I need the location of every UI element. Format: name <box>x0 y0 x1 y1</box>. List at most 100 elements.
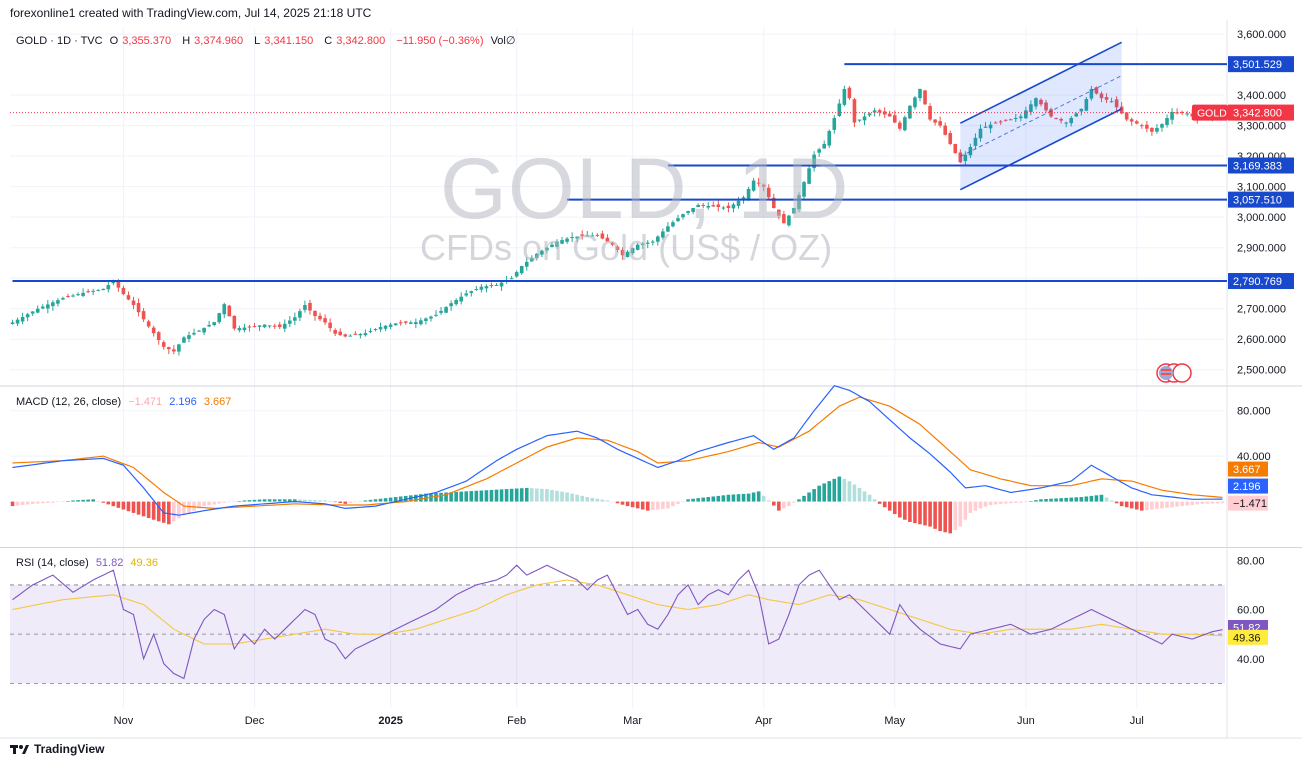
candle-body <box>983 126 988 128</box>
candle-body <box>630 248 635 254</box>
candle-body <box>570 237 574 239</box>
chart-canvas[interactable]: 3,600.0003,400.0003,300.0003,200.0003,10… <box>0 0 1302 740</box>
candle-body <box>550 244 554 248</box>
macd-histogram-bar <box>681 501 685 503</box>
macd-histogram-bar <box>913 501 917 524</box>
candle-body <box>928 106 932 120</box>
candle-body <box>192 332 196 335</box>
symbol-price-tag <box>1192 104 1228 121</box>
macd-histogram-bar <box>903 501 907 520</box>
candle-body <box>701 204 706 206</box>
level-price-label: 3,169.383 <box>1233 160 1282 172</box>
macd-histogram-bar <box>202 501 206 507</box>
candle-body <box>494 284 499 286</box>
candle-body <box>313 310 317 317</box>
rsi-value: 51.82 <box>95 557 124 569</box>
candle-body <box>827 130 832 146</box>
candle-body <box>615 246 620 250</box>
candle-body <box>625 251 630 258</box>
time-tick-label: Apr <box>755 715 772 727</box>
candle-body <box>464 293 469 296</box>
candle-body <box>1180 111 1184 113</box>
macd-histogram-bar <box>892 501 897 515</box>
candle-body <box>177 344 181 352</box>
candle-body <box>282 323 287 329</box>
level-price-tag <box>1228 56 1294 73</box>
rsi-tick-label: 40.00 <box>1237 654 1265 666</box>
economic-events-icon[interactable] <box>1154 362 1200 384</box>
symbol-label[interactable]: GOLD · 1D · TVC <box>16 35 103 47</box>
macd-histogram-bar <box>1084 496 1089 502</box>
candle-body <box>272 325 277 327</box>
macd-histogram-bar <box>464 491 469 502</box>
candle-body <box>1039 99 1043 105</box>
macd-histogram-bar <box>1029 501 1033 502</box>
candle-body <box>892 115 897 123</box>
candle-body <box>787 215 791 226</box>
level-price-label: 3,057.510 <box>1233 195 1282 207</box>
macd-histogram-bar <box>101 501 106 503</box>
macd-histogram-bar <box>565 492 569 502</box>
macd-histogram-bar <box>1160 501 1164 509</box>
macd-legend[interactable]: MACD (12, 26, close) −1.471 2.196 3.667 <box>16 396 235 408</box>
candle-body <box>590 235 595 237</box>
candle-body <box>726 205 731 209</box>
candle-body <box>378 327 383 330</box>
macd-histogram-bar <box>933 501 937 529</box>
candle-body <box>842 89 847 105</box>
macd-histogram-bar <box>197 501 201 509</box>
macd-histogram-bar <box>252 499 257 502</box>
macd-histogram-bar <box>822 483 827 502</box>
macd-histogram-bar <box>872 499 877 502</box>
macd-histogram-bar <box>504 489 509 502</box>
macd-histogram-bar <box>726 494 731 502</box>
candle-body <box>812 154 816 169</box>
macd-histogram-bar <box>313 500 317 502</box>
candle-body <box>46 304 50 309</box>
candle-body <box>908 105 912 119</box>
macd-histogram-bar <box>761 495 766 502</box>
candle-body <box>434 314 438 316</box>
macd-histogram-bar <box>817 485 821 502</box>
candle-body <box>782 214 786 224</box>
macd-histogram-bar <box>207 501 211 506</box>
macd-histogram-bar <box>96 501 101 502</box>
macd-histogram-bar <box>373 499 378 502</box>
channel-fill <box>960 42 1122 190</box>
macd-histogram-bar <box>802 495 806 502</box>
candle-body <box>333 330 337 334</box>
candle-body <box>761 184 766 187</box>
candle-body <box>1044 102 1048 111</box>
high-value: 3,374.960 <box>194 35 244 47</box>
candle-body <box>797 195 801 210</box>
candle-body <box>424 318 428 321</box>
candle-body <box>756 182 761 184</box>
macd-histogram-bar <box>998 501 1003 504</box>
rsi-ma-value-label: 49.36 <box>1233 632 1261 644</box>
macd-histogram-bar <box>923 501 927 526</box>
macd-histogram-bar <box>545 489 549 502</box>
candle-body <box>363 333 368 336</box>
pane-borders <box>0 20 1302 739</box>
candle-body <box>252 326 257 328</box>
rsi-legend[interactable]: RSI (14, close) 51.82 49.36 <box>16 557 162 569</box>
macd-tick-label: 40.000 <box>1237 451 1271 463</box>
candle-body <box>600 233 605 239</box>
candle-body <box>993 122 998 124</box>
macd-histogram-bar <box>1150 501 1154 510</box>
macd-histogram-bar <box>590 497 595 502</box>
candle-body <box>635 244 640 250</box>
candle-body <box>610 242 615 245</box>
macd-histogram-bar <box>908 501 912 523</box>
macd-histogram-bar <box>645 501 650 511</box>
candle-body <box>771 197 776 209</box>
tradingview-brand[interactable]: TradingView <box>10 742 104 756</box>
macd-histogram-bar <box>807 492 811 502</box>
candle-body <box>408 322 413 324</box>
macd-histogram-bar <box>40 501 45 504</box>
last-price-label: 3,342.800 <box>1233 108 1282 120</box>
candle-body <box>1109 101 1114 103</box>
candle-body <box>232 315 237 329</box>
open-value: 3,355.370 <box>122 35 172 47</box>
